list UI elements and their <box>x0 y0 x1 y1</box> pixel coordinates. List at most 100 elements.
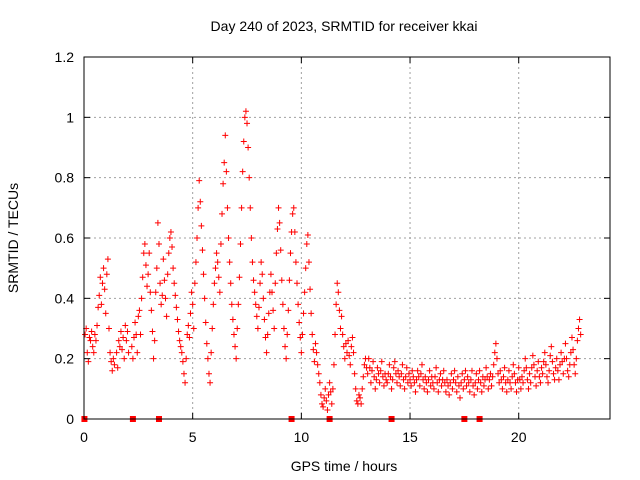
data-point <box>533 382 540 389</box>
data-point <box>312 340 319 347</box>
data-point <box>350 349 357 356</box>
data-point <box>287 250 294 257</box>
data-point <box>317 391 324 398</box>
data-point <box>157 280 164 287</box>
data-point <box>375 370 382 377</box>
data-point <box>367 379 374 386</box>
data-point <box>269 289 276 296</box>
data-point <box>99 280 106 287</box>
data-point <box>402 373 409 380</box>
data-point <box>96 292 103 299</box>
data-point <box>226 259 233 266</box>
data-point <box>253 313 260 320</box>
data-point <box>228 301 235 308</box>
data-point <box>361 361 368 368</box>
data-point <box>196 177 203 184</box>
data-point <box>329 385 336 392</box>
data-point <box>359 385 366 392</box>
data-point <box>162 295 169 302</box>
data-point <box>307 286 314 293</box>
data-point <box>471 391 478 398</box>
data-point <box>154 219 161 226</box>
data-point <box>273 250 280 257</box>
data-point <box>346 352 353 359</box>
data-point <box>320 403 327 410</box>
data-point <box>117 328 124 335</box>
data-point <box>463 382 470 389</box>
data-point <box>100 265 107 272</box>
data-point <box>165 250 172 257</box>
data-point <box>116 343 123 350</box>
data-point <box>177 343 184 350</box>
data-point <box>302 265 309 272</box>
data-point <box>497 367 504 374</box>
data-point <box>495 370 502 377</box>
data-point <box>110 355 117 362</box>
data-point <box>204 355 211 362</box>
data-point <box>342 340 349 347</box>
data-point <box>445 382 452 389</box>
data-point <box>242 108 249 115</box>
data-point <box>301 289 308 296</box>
data-point <box>297 334 304 341</box>
data-point <box>437 370 444 377</box>
data-point <box>245 144 252 151</box>
y-axis-title: SRMTID / TECUs <box>5 183 21 293</box>
data-point <box>372 385 379 392</box>
data-point <box>115 337 122 344</box>
data-point <box>409 367 416 374</box>
data-point <box>509 373 516 380</box>
data-point <box>443 376 450 383</box>
data-point <box>214 259 221 266</box>
data-point <box>426 367 433 374</box>
data-point <box>499 385 506 392</box>
data-point <box>418 361 425 368</box>
data-point <box>265 310 272 317</box>
data-point <box>201 295 208 302</box>
data-point <box>325 391 332 398</box>
data-point <box>516 376 523 383</box>
data-point <box>323 397 330 404</box>
data-point <box>485 385 492 392</box>
data-point <box>183 355 190 362</box>
data-point <box>310 346 317 353</box>
data-point <box>523 364 530 371</box>
data-point <box>332 331 339 338</box>
x-tick-label: 5 <box>189 429 197 445</box>
data-point <box>152 289 159 296</box>
data-point <box>144 283 151 290</box>
data-point <box>564 367 571 374</box>
data-point <box>386 361 393 368</box>
data-point <box>229 316 236 323</box>
data-point <box>122 322 129 329</box>
data-point <box>108 358 115 365</box>
data-point <box>558 349 565 356</box>
data-point <box>374 364 381 371</box>
data-point <box>167 228 174 235</box>
data-point <box>530 361 537 368</box>
data-point <box>184 331 191 338</box>
data-point <box>524 376 531 383</box>
data-point <box>252 301 259 308</box>
data-point <box>575 325 582 332</box>
data-point <box>466 388 473 395</box>
y-tick-label: 1 <box>66 109 74 125</box>
data-point <box>123 337 130 344</box>
data-point <box>90 349 97 356</box>
data-point <box>319 400 326 407</box>
data-point <box>503 388 510 395</box>
data-point <box>345 337 352 344</box>
data-point <box>490 361 497 368</box>
data-point <box>353 397 360 404</box>
grid-lines <box>84 57 610 419</box>
data-point <box>461 376 468 383</box>
data-point <box>125 349 132 356</box>
data-point <box>577 331 584 338</box>
data-point <box>101 286 108 293</box>
data-point <box>432 373 439 380</box>
data-point <box>333 301 340 308</box>
data-point <box>529 352 536 359</box>
data-point <box>458 379 465 386</box>
data-point <box>189 301 196 308</box>
data-point <box>276 219 283 226</box>
